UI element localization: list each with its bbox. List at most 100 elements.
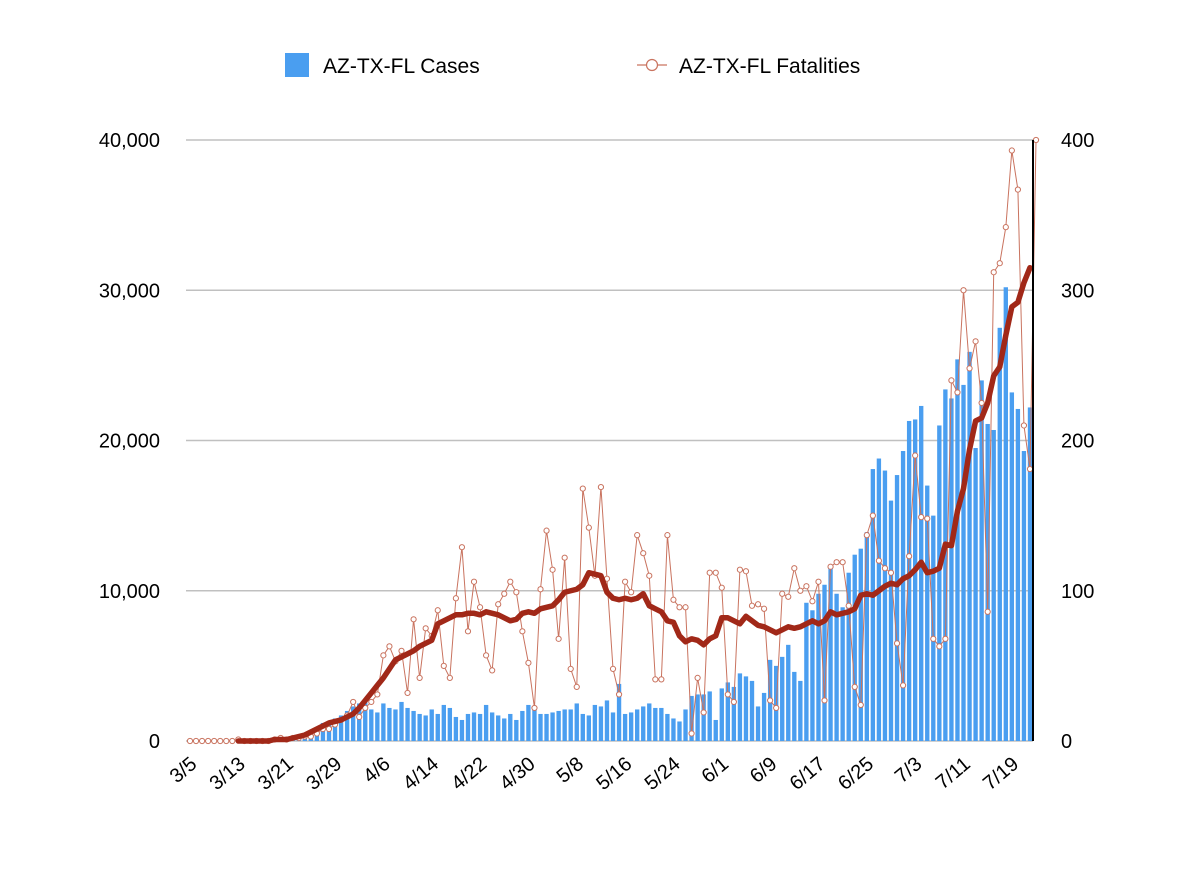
fatalities-point bbox=[635, 533, 640, 538]
cases-bars bbox=[254, 287, 1032, 741]
cases-bar bbox=[955, 359, 959, 741]
fatalities-point bbox=[586, 525, 591, 530]
cases-bar bbox=[599, 706, 603, 741]
fatalities-point bbox=[423, 626, 428, 631]
x-tick-label: 7/19 bbox=[979, 753, 1023, 795]
fatalities-point bbox=[465, 629, 470, 634]
cases-bar bbox=[895, 475, 899, 741]
cases-bar bbox=[387, 708, 391, 741]
fatalities-point bbox=[816, 579, 821, 584]
fatalities-point bbox=[894, 641, 899, 646]
legend-fatalities-label: AZ-TX-FL Fatalities bbox=[679, 55, 860, 78]
cases-bar bbox=[786, 645, 790, 741]
fatalities-point bbox=[695, 675, 700, 680]
x-tick-label: 4/14 bbox=[399, 753, 443, 795]
fatalities-point bbox=[381, 653, 386, 658]
fatalities-point bbox=[641, 551, 646, 556]
cases-bar bbox=[883, 471, 887, 741]
fatalities-point bbox=[955, 390, 960, 395]
cases-bar bbox=[587, 715, 591, 741]
fatalities-point bbox=[230, 738, 235, 743]
fatalities-point bbox=[375, 692, 380, 697]
fatalities-point bbox=[701, 710, 706, 715]
fatalities-point bbox=[731, 699, 736, 704]
fatalities-point bbox=[417, 675, 422, 680]
cases-bar bbox=[798, 681, 802, 741]
cases-bar bbox=[417, 714, 421, 741]
cases-bar bbox=[369, 709, 373, 741]
fatalities-point bbox=[568, 666, 573, 671]
fatalities-point bbox=[544, 528, 549, 533]
fatalities-point bbox=[526, 660, 531, 665]
fatalities-point bbox=[931, 636, 936, 641]
cases-bar bbox=[998, 328, 1002, 741]
cases-bar bbox=[665, 714, 669, 741]
x-tick-label: 3/5 bbox=[166, 753, 201, 788]
x-tick-label: 4/30 bbox=[496, 753, 540, 795]
fatalities-point bbox=[761, 606, 766, 611]
x-tick-label: 5/16 bbox=[592, 753, 636, 795]
x-tick-label: 5/8 bbox=[553, 753, 588, 788]
fatalities-point bbox=[520, 629, 525, 634]
fatalities-point bbox=[405, 690, 410, 695]
fatalities-point bbox=[326, 726, 331, 731]
y2-tick-label: 400 bbox=[1061, 130, 1094, 152]
cases-bar bbox=[605, 700, 609, 741]
fatalities-point bbox=[598, 484, 603, 489]
y2-tick-label: 0 bbox=[1061, 731, 1072, 753]
fatalities-point bbox=[435, 608, 440, 613]
x-tick-label: 6/9 bbox=[746, 753, 781, 788]
fatalities-point bbox=[937, 644, 942, 649]
fatalities-point bbox=[351, 699, 356, 704]
cases-bar bbox=[853, 555, 857, 741]
cases-bar bbox=[550, 712, 554, 741]
cases-bar bbox=[877, 459, 881, 741]
fatalities-point bbox=[768, 698, 773, 703]
fatalities-point bbox=[961, 288, 966, 293]
cases-bar bbox=[973, 448, 977, 741]
cases-bar bbox=[659, 708, 663, 741]
cases-bar bbox=[1016, 409, 1020, 741]
cases-bar bbox=[496, 715, 500, 741]
cases-bar bbox=[526, 705, 530, 741]
cases-bar bbox=[647, 703, 651, 741]
fatalities-point bbox=[212, 738, 217, 743]
x-tick-label: 3/21 bbox=[254, 753, 298, 795]
cases-bar bbox=[520, 711, 524, 741]
cases-bar bbox=[581, 714, 585, 741]
cases-bar bbox=[454, 717, 458, 741]
fatalities-point bbox=[441, 663, 446, 668]
fatalities-point bbox=[810, 599, 815, 604]
x-tick-label: 6/17 bbox=[786, 753, 830, 795]
fatalities-point bbox=[828, 564, 833, 569]
fatalities-point bbox=[206, 738, 211, 743]
cases-bar bbox=[738, 673, 742, 741]
cases-bar bbox=[424, 715, 428, 741]
cases-bar bbox=[889, 501, 893, 741]
cases-bar bbox=[744, 676, 748, 741]
x-tick-label: 3/13 bbox=[206, 753, 250, 795]
cases-bar bbox=[979, 380, 983, 741]
fatalities-point bbox=[870, 513, 875, 518]
fatalities-point bbox=[218, 738, 223, 743]
y-tick-label: 10,000 bbox=[99, 581, 160, 603]
y2-tick-label: 100 bbox=[1061, 581, 1094, 603]
cases-bar bbox=[641, 706, 645, 741]
fatalities-point bbox=[411, 617, 416, 622]
cases-bar bbox=[508, 714, 512, 741]
fatalities-point bbox=[743, 569, 748, 574]
fatalities-point bbox=[713, 570, 718, 575]
x-tick-label: 7/3 bbox=[891, 753, 926, 788]
fatalities-point bbox=[683, 605, 688, 610]
fatalities-point bbox=[925, 516, 930, 521]
y-tick-label: 30,000 bbox=[99, 280, 160, 302]
fatalities-point bbox=[846, 603, 851, 608]
cases-bar bbox=[575, 703, 579, 741]
y2-tick-label: 200 bbox=[1061, 431, 1094, 453]
fatalities-point bbox=[629, 590, 634, 595]
cases-bar bbox=[629, 712, 633, 741]
fatalities-point bbox=[610, 666, 615, 671]
fatalities-point bbox=[193, 738, 198, 743]
